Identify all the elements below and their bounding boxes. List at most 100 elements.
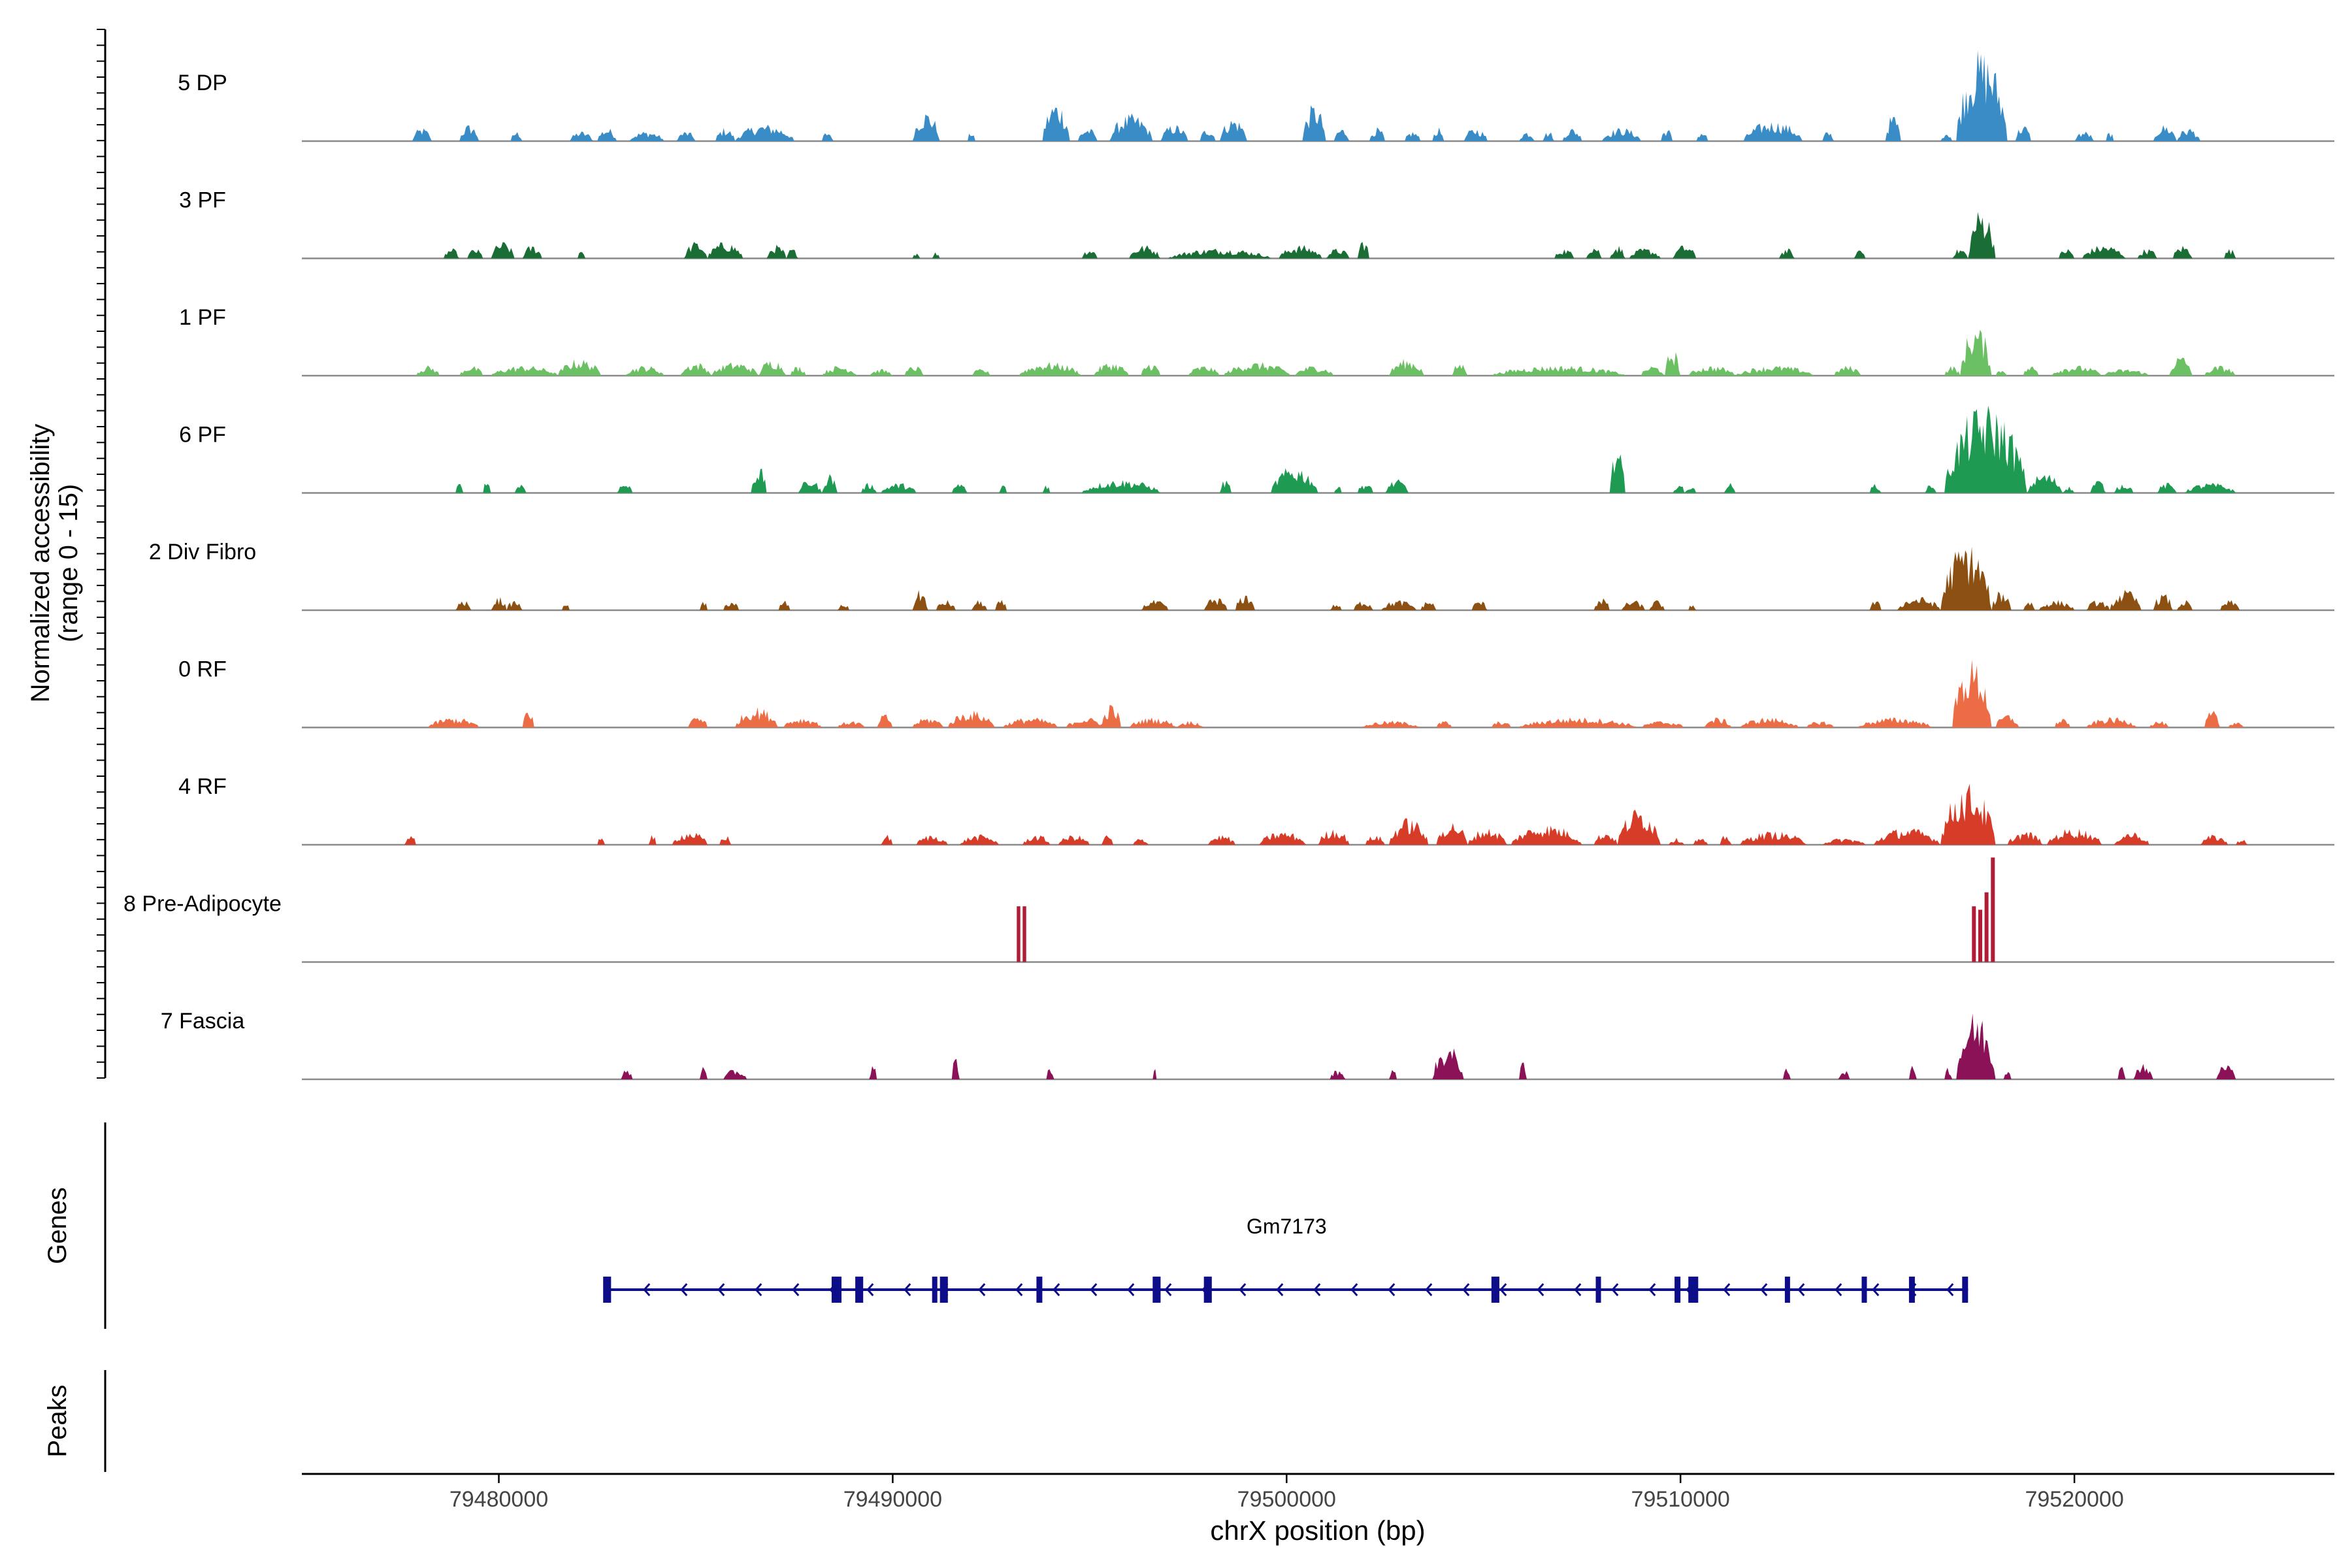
coverage-peak [1022,835,1051,845]
coverage-peak [2086,717,2138,728]
coverage-peak [1432,1048,1464,1079]
coverage-peak [1940,546,1992,610]
coverage-peak [1389,818,1429,845]
coverage-peak [1176,721,1204,728]
gene-exon [1674,1277,1681,1303]
coverage-peak [1022,906,1026,962]
coverage-peak [1822,132,1835,141]
coverage-peak [1330,604,1342,610]
strand-arrow [1053,1283,1060,1296]
coverage-peak [2137,249,2157,259]
track-1-pf: 1 PF [179,305,2334,377]
coverage-peak [621,1070,633,1079]
gene-exon [1688,1277,1699,1303]
coverage-peak [1609,454,1625,493]
coverage-peak [821,474,838,493]
strand-arrow [643,1283,651,1296]
coverage-peak [2114,484,2134,493]
coverage-peak [2176,129,2200,141]
coverage-peak [1471,601,1488,610]
strand-arrow [1574,1283,1582,1296]
coverage-peak [1219,120,1247,141]
coverage-peak [1133,839,1149,845]
coverage-peak [1720,836,1732,845]
coverage-peak [1361,721,1421,728]
coverage-peak [2224,249,2236,259]
coverage-peak [2082,246,2126,259]
coverage-peak [1972,906,1976,962]
y-axis-sublabel: (range 0 - 15) [54,484,83,642]
coverage-peak [2102,369,2149,376]
coverage-peak [877,715,893,728]
coverage-peak [1389,359,1425,376]
coverage-peak [2153,125,2177,141]
coverage-peak [1058,835,1090,845]
coverage-peak [1326,248,1350,259]
coverage-peak [821,366,858,376]
coverage-peak [1739,717,1799,728]
gene-exon [831,1277,841,1303]
coverage-peak [1365,836,1385,845]
coverage-peak [1593,598,1610,610]
strand-arrow [1499,1283,1507,1296]
x-tick-label: 79500000 [1237,1487,1336,1512]
coverage-peak [2200,834,2229,845]
strand-arrow [717,1283,725,1296]
coverage-peak [1696,133,1708,141]
coverage-peak [881,834,893,845]
coverage-peak [2074,131,2095,141]
coverage-peak [625,366,664,376]
coverage-peak [467,249,483,259]
coverage-peak [459,125,480,141]
gene-exon [1152,1277,1161,1303]
coverage-peak [1491,721,1511,728]
coverage-peak [1452,365,1468,376]
coverage-peak [1806,721,1835,728]
coverage-peak [1991,591,2012,610]
coverage-peak [648,835,657,845]
coverage-peak [1944,1068,1953,1079]
coverage-peak [1885,116,1901,141]
coverage-peak [1003,717,1058,728]
coverage-peak [1066,718,1105,728]
coverage-peak [699,602,708,610]
coverage-peak [1995,370,2008,376]
track-8-pre-adipocyte: 8 Pre-Adipocyte [123,857,2334,963]
coverage-peak [1629,248,1661,259]
strand-arrow [1425,1283,1433,1296]
coverage-peak [1357,485,1373,493]
x-tick-label: 79480000 [449,1487,548,1512]
coverage-peak [1925,485,1937,493]
coverage-peak [869,1066,877,1079]
track-4-rf: 4 RF [178,774,2334,846]
coverage-peak [2220,600,2240,610]
coverage-peak [735,707,779,728]
gene-exon [1908,1277,1915,1303]
coverage-peak [1519,133,1535,141]
coverage-peak [676,132,696,141]
coverage-peak [2204,365,2236,376]
coverage-peak [708,242,743,259]
coverage-peak [1046,1069,1054,1079]
coverage-peak [1940,135,1953,141]
coverage-peak [1960,329,1992,376]
strand-arrow [1239,1283,1247,1296]
coverage-peak [912,719,944,728]
coverage-peak [2204,711,2221,728]
coverage-peak [1641,721,1685,728]
coverage-peak [1109,113,1153,141]
coverage-peak [2184,483,2236,493]
strand-arrow [1462,1283,1470,1296]
coverage-peak [617,485,633,493]
coverage-peak [766,244,787,259]
coverage-peak [1129,245,1161,259]
coverage-peak [1491,366,1625,376]
coverage-peak [735,125,794,141]
coverage-peak [1586,248,1602,259]
coverage-peak [491,596,507,610]
coverage-peak [1688,366,1736,376]
coverage-peak [427,718,480,728]
strand-arrow [1313,1283,1321,1296]
coverage-peak [1869,601,1882,610]
coverage-peak [1152,1069,1157,1079]
